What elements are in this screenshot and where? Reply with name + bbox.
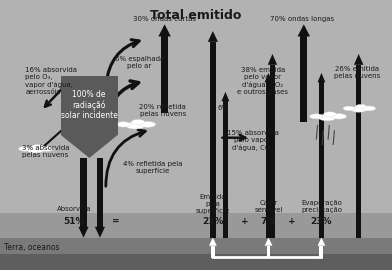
Ellipse shape <box>19 147 31 151</box>
Ellipse shape <box>324 112 336 117</box>
Bar <box>97 158 103 227</box>
Text: Terra, oceanos: Terra, oceanos <box>4 242 60 252</box>
Polygon shape <box>318 73 325 82</box>
Bar <box>300 36 307 122</box>
Polygon shape <box>268 54 277 65</box>
Bar <box>0 238 392 270</box>
Polygon shape <box>265 238 272 246</box>
Text: Emitida
pela
superfície: Emitida pela superfície <box>196 194 230 214</box>
Text: 30% ondas curtas: 30% ondas curtas <box>133 16 196 22</box>
Bar <box>211 246 215 258</box>
Bar <box>161 36 168 113</box>
Text: +: + <box>288 217 296 226</box>
Ellipse shape <box>332 114 347 119</box>
Ellipse shape <box>39 146 53 151</box>
Bar <box>319 82 324 238</box>
Ellipse shape <box>131 120 145 125</box>
Text: 20% refletida
pelas nuvens: 20% refletida pelas nuvens <box>139 104 186 117</box>
Bar <box>356 65 361 238</box>
Bar <box>266 82 271 238</box>
Polygon shape <box>298 24 310 36</box>
Text: Evaporação
preciptação: Evaporação preciptação <box>301 200 342 213</box>
Polygon shape <box>318 238 325 246</box>
Polygon shape <box>208 31 218 42</box>
Text: 4% refletida pela
superfície: 4% refletida pela superfície <box>123 161 183 174</box>
Text: 6%: 6% <box>217 105 228 111</box>
Text: 100% de
radiaçãó
solar incidente: 100% de radiaçãó solar incidente <box>61 90 118 120</box>
Text: 51%: 51% <box>64 217 85 226</box>
Ellipse shape <box>343 106 355 111</box>
Polygon shape <box>78 227 89 238</box>
Bar <box>267 246 270 258</box>
Ellipse shape <box>140 122 156 127</box>
Ellipse shape <box>318 114 336 121</box>
Polygon shape <box>158 24 171 36</box>
Ellipse shape <box>350 106 367 112</box>
Polygon shape <box>221 92 229 101</box>
Bar <box>0 254 392 270</box>
Ellipse shape <box>125 122 145 129</box>
Polygon shape <box>209 238 217 246</box>
Text: 70% ondas longas: 70% ondas longas <box>270 16 334 22</box>
Text: Calor
sensível: Calor sensível <box>254 200 283 213</box>
Polygon shape <box>95 227 105 238</box>
Ellipse shape <box>27 147 44 153</box>
Bar <box>210 42 216 238</box>
Text: 23%: 23% <box>311 217 332 226</box>
Text: Total emitido: Total emitido <box>150 9 242 22</box>
Polygon shape <box>354 54 363 65</box>
Text: 15% absorvida
pelo vapor
d'água, CO₂: 15% absorvida pelo vapor d'água, CO₂ <box>227 130 279 151</box>
Bar <box>223 101 228 238</box>
Polygon shape <box>61 135 118 158</box>
Ellipse shape <box>362 106 376 111</box>
Text: =: = <box>112 217 120 226</box>
Bar <box>270 65 275 238</box>
Ellipse shape <box>310 114 323 119</box>
Ellipse shape <box>116 122 131 127</box>
Text: 38% emitida
pelo vapor
d'água, CO₂
e outros gases: 38% emitida pelo vapor d'água, CO₂ e out… <box>237 67 288 95</box>
Bar <box>0 213 392 238</box>
Text: 16% absorvida
pelo O₃,
vapor d'água,
aerrossóis: 16% absorvida pelo O₃, vapor d'água, aer… <box>25 67 78 95</box>
Text: 6% espalhada
pelo ar: 6% espalhada pelo ar <box>114 56 164 69</box>
Text: +: + <box>241 217 249 226</box>
Text: 3% absorvida
pelas nuvens: 3% absorvida pelas nuvens <box>22 145 69 158</box>
Bar <box>319 246 323 258</box>
Bar <box>61 76 118 135</box>
Polygon shape <box>265 73 272 82</box>
Text: Absorvida: Absorvida <box>57 206 92 212</box>
Text: 26% emitida
pelas nuvens: 26% emitida pelas nuvens <box>334 66 380 79</box>
Ellipse shape <box>32 145 44 149</box>
Text: 7%: 7% <box>261 217 276 226</box>
Text: 21%: 21% <box>202 217 223 226</box>
Bar <box>80 158 87 227</box>
Ellipse shape <box>356 104 367 109</box>
